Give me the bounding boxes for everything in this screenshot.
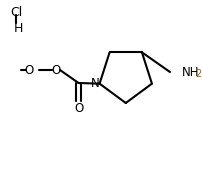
Text: 2: 2	[195, 69, 201, 78]
Text: O: O	[51, 64, 60, 76]
Text: H: H	[14, 21, 23, 35]
Text: O: O	[25, 64, 34, 76]
Text: Cl: Cl	[10, 6, 22, 19]
Text: O: O	[74, 102, 83, 114]
Text: N: N	[91, 77, 100, 90]
Text: NH: NH	[181, 66, 198, 78]
